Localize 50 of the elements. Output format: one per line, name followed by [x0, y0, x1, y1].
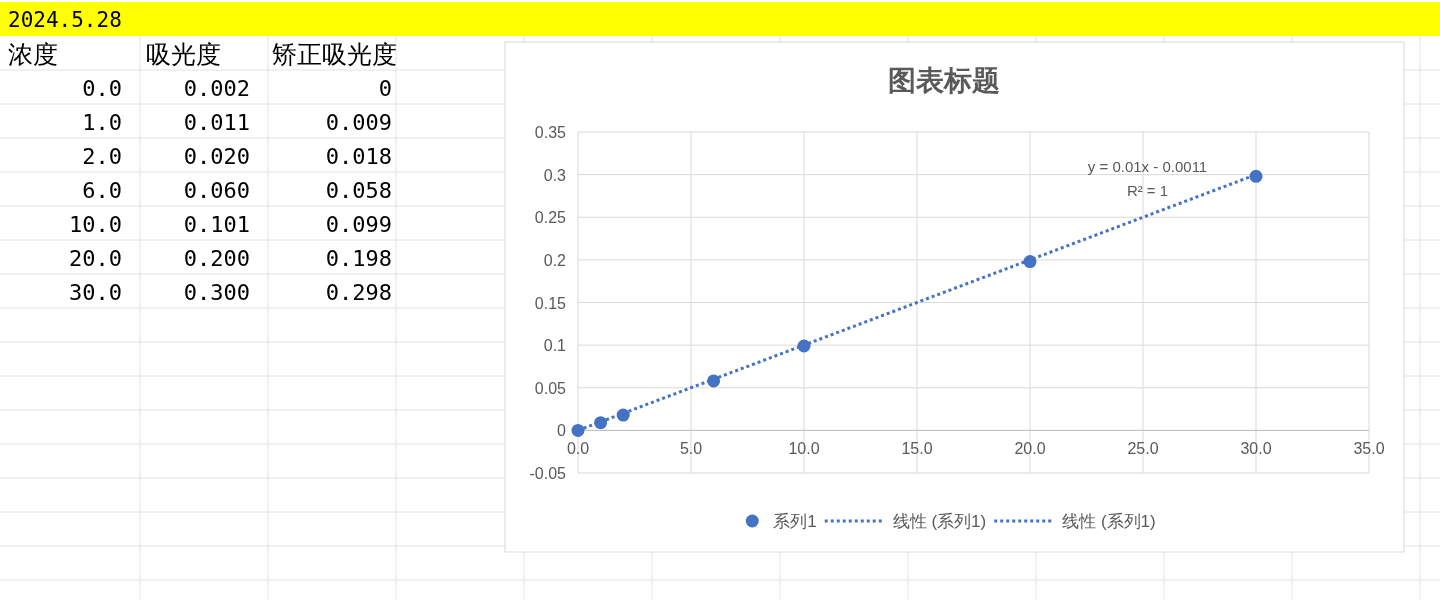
y-tick-label: 0.15: [534, 294, 567, 312]
text: 0.009: [325, 110, 392, 135]
text: 0.101: [183, 212, 250, 237]
text: 0.099: [325, 212, 392, 237]
y-tick-label: 0.1: [543, 337, 567, 355]
x-tick-label: 25.0: [1127, 440, 1159, 458]
chart-title: 图表标题: [887, 65, 1000, 96]
legend-label: 系列1: [773, 512, 817, 531]
y-tick-label: 0.3: [543, 166, 567, 184]
annotation: y = 0.01x - 0.0011: [1087, 158, 1208, 175]
text: 0.298: [325, 280, 392, 305]
y-tick-label: 0.35: [534, 124, 567, 141]
text: 0.060: [183, 178, 250, 203]
y-tick-label: 0: [557, 422, 567, 440]
text: 30.0: [69, 280, 122, 305]
x-tick-label: 0.0: [566, 440, 590, 458]
point: [1249, 169, 1263, 183]
text: 2.0: [82, 144, 122, 169]
x-tick-label: 10.0: [788, 440, 820, 458]
y-tick-label: -0.05: [529, 465, 567, 482]
legend-label: 线性 (系列1): [1062, 512, 1156, 531]
text: 0.198: [325, 246, 392, 271]
text: 6.0: [82, 178, 122, 203]
x-tick-label: 30.0: [1240, 440, 1272, 458]
y-tick-label: 0.2: [543, 251, 567, 269]
text: 0: [378, 76, 392, 101]
x-tick-label: 20.0: [1014, 440, 1046, 458]
text: 1.0: [82, 110, 122, 135]
point: [571, 423, 585, 437]
text: 10.0: [69, 212, 122, 237]
y-tick-label: 0.05: [534, 379, 567, 397]
text: 0.020: [183, 144, 250, 169]
text: 浓度: [8, 40, 58, 69]
text: 0.002: [183, 76, 250, 101]
text: 0.0: [82, 76, 122, 101]
text: 0.018: [325, 144, 392, 169]
text: 矫正吸光度: [272, 40, 397, 69]
text: 0.058: [325, 178, 392, 203]
text: 0.200: [183, 246, 250, 271]
text: 20.0: [69, 246, 122, 271]
y-tick-label: 0.25: [534, 209, 567, 227]
legend-label: 线性 (系列1): [892, 512, 987, 531]
text: 2024.5.28: [8, 8, 122, 32]
text: 0.011: [183, 110, 250, 135]
x-tick-label: 35.0: [1353, 440, 1385, 458]
annotation: R² = 1: [1126, 182, 1169, 199]
text: 吸光度: [146, 40, 221, 69]
x-tick-label: 5.0: [679, 440, 703, 458]
text: 0.300: [183, 280, 250, 305]
x-tick-label: 15.0: [901, 440, 933, 458]
